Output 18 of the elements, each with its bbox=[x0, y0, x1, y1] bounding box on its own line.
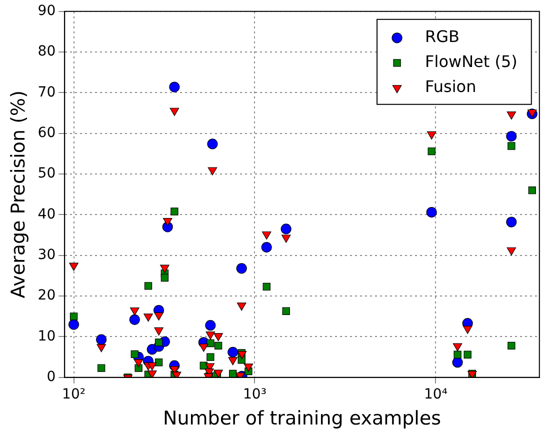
x-tick-label: 10³ bbox=[243, 386, 266, 402]
y-tick-label: 50 bbox=[38, 166, 56, 182]
legend-label: Fusion bbox=[425, 77, 476, 96]
x-tick-label: 10² bbox=[62, 386, 86, 402]
x-tick-label: 10⁴ bbox=[424, 386, 448, 402]
y-tick-label: 90 bbox=[38, 3, 56, 20]
y-tick-label: 70 bbox=[38, 84, 56, 100]
y-tick-label: 0 bbox=[46, 369, 56, 386]
y-tick-label: 30 bbox=[38, 247, 56, 264]
y-tick-label: 10 bbox=[38, 328, 56, 344]
y-tick-label: 60 bbox=[38, 125, 56, 142]
y-tick-label: 20 bbox=[38, 288, 56, 304]
legend-label: RGB bbox=[425, 27, 460, 46]
x-axis-title: Number of training examples bbox=[162, 408, 442, 430]
y-axis-title: Average Precision (%) bbox=[7, 90, 30, 298]
y-tick-label: 80 bbox=[38, 44, 56, 60]
legend-label: FlowNet (5) bbox=[425, 52, 518, 72]
y-tick-label: 40 bbox=[38, 206, 56, 222]
